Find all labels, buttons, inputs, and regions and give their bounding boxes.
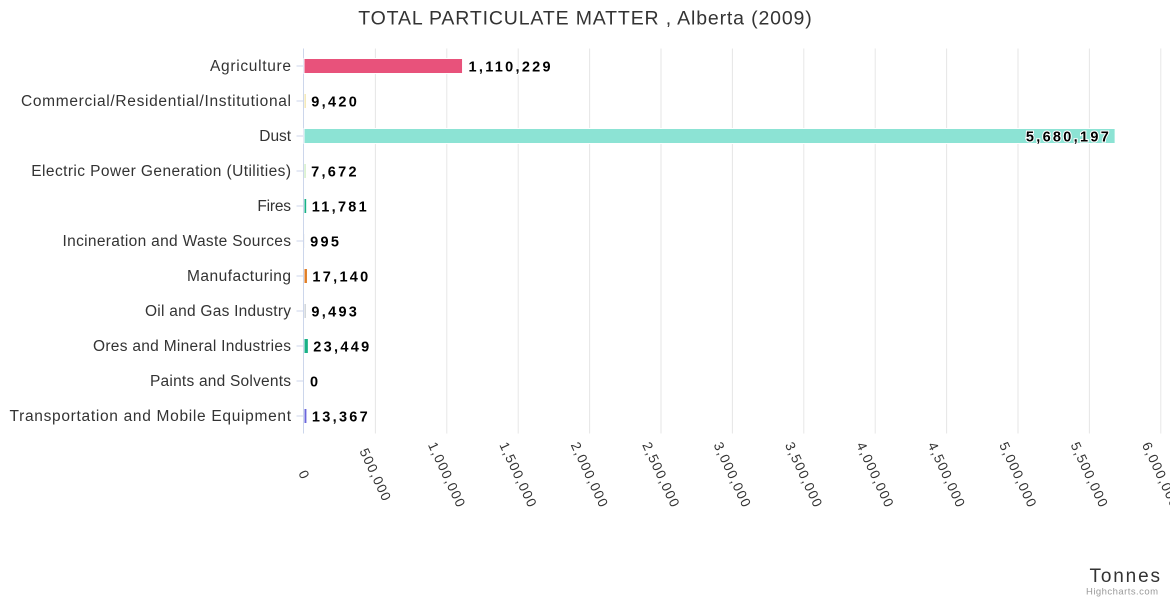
svg-text:Transportation and Mobile Equi: Transportation and Mobile Equipment	[10, 408, 292, 425]
svg-text:Fires: Fires	[257, 198, 291, 215]
svg-text:5,000,000: 5,000,000	[996, 440, 1040, 511]
svg-text:Tonnes: Tonnes	[1090, 566, 1161, 587]
svg-text:2,500,000: 2,500,000	[639, 440, 683, 511]
svg-text:13,367: 13,367	[312, 410, 370, 426]
svg-text:5,680,197: 5,680,197	[1026, 130, 1111, 146]
svg-text:3,500,000: 3,500,000	[782, 440, 826, 511]
svg-text:3,000,000: 3,000,000	[711, 440, 755, 511]
svg-text:Manufacturing: Manufacturing	[187, 268, 291, 285]
svg-text:Ores and Mineral Industries: Ores and Mineral Industries	[93, 338, 291, 355]
svg-text:5,500,000: 5,500,000	[1068, 440, 1112, 511]
svg-text:2,000,000: 2,000,000	[568, 440, 612, 511]
svg-text:1,500,000: 1,500,000	[496, 440, 540, 511]
svg-text:6,000,000: 6,000,000	[1139, 440, 1170, 511]
svg-text:Incineration and Waste Sources: Incineration and Waste Sources	[63, 233, 292, 250]
svg-text:Commercial/Residential/Institu: Commercial/Residential/Institutional	[21, 93, 291, 110]
svg-text:0: 0	[310, 375, 320, 391]
svg-text:Paints and Solvents: Paints and Solvents	[150, 373, 291, 390]
svg-text:0: 0	[295, 468, 312, 482]
svg-text:11,781: 11,781	[312, 200, 369, 216]
svg-text:Highcharts.com: Highcharts.com	[1086, 587, 1158, 598]
svg-text:4,000,000: 4,000,000	[853, 440, 897, 511]
svg-text:TOTAL PARTICULATE MATTER , Alb: TOTAL PARTICULATE MATTER , Alberta (2009…	[358, 8, 812, 30]
svg-text:Oil and Gas Industry: Oil and Gas Industry	[145, 303, 291, 320]
svg-text:9,493: 9,493	[311, 305, 359, 321]
svg-text:1,000,000: 1,000,000	[425, 440, 469, 511]
svg-text:Dust: Dust	[259, 128, 291, 145]
svg-text:500,000: 500,000	[357, 446, 395, 504]
svg-text:7,672: 7,672	[311, 165, 359, 181]
svg-text:23,449: 23,449	[313, 340, 371, 356]
svg-text:995: 995	[310, 235, 341, 251]
svg-text:1,110,229: 1,110,229	[469, 60, 553, 76]
svg-text:Electric Power Generation (Uti: Electric Power Generation (Utilities)	[31, 163, 291, 180]
svg-text:9,420: 9,420	[311, 95, 359, 111]
svg-text:17,140: 17,140	[312, 270, 370, 286]
svg-text:Agriculture: Agriculture	[210, 58, 291, 75]
svg-text:4,500,000: 4,500,000	[925, 440, 969, 511]
